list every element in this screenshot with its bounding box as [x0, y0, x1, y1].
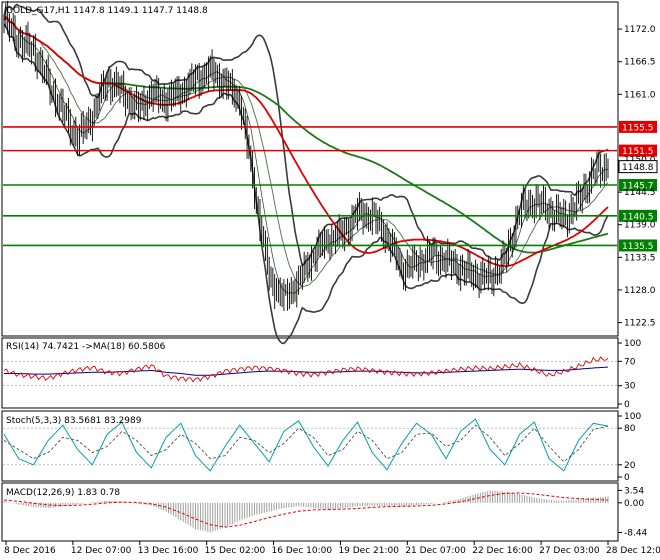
x-tick-label: 8 Dec 2016	[4, 546, 56, 556]
x-tick-label: 27 Dec 03:00	[539, 546, 600, 556]
x-tick-label: 15 Dec 02:00	[205, 546, 266, 556]
osc-tick-label: 100	[624, 339, 641, 349]
price-tick-label: 1133.5	[624, 253, 656, 263]
osc-tick-label: 70	[624, 357, 636, 367]
level-label-1140.5: 1140.5	[622, 212, 654, 222]
osc-tick-label: 20	[624, 461, 636, 471]
rsi-line	[3, 356, 609, 383]
stoch-plot	[3, 418, 617, 472]
x-tick-label: 21 Dec 07:00	[405, 546, 466, 556]
price-tick-label: 1139.0	[624, 221, 656, 231]
x-tick-label: 19 Dec 21:00	[338, 546, 399, 556]
level-box-1145.7	[619, 179, 657, 192]
price-plot: 1155.5 1151.5 1145.7 1140.5 1135.5	[3, 0, 657, 345]
osc-tick-label: -8.44	[624, 529, 648, 539]
level-label-1135.5: 1135.5	[622, 242, 654, 252]
rsi-ma-line	[4, 366, 609, 376]
level-label-1145.7: 1145.7	[622, 182, 654, 192]
macd-signal-line	[3, 492, 609, 528]
fast-ma-line	[3, 16, 609, 294]
level-label-1151.5: 1151.5	[622, 147, 654, 157]
x-tick-label: 12 Dec 07:00	[71, 546, 132, 556]
current-price-label: 1148.8	[622, 163, 654, 173]
price-panel-frame	[1, 1, 619, 337]
stoch-d-line	[3, 424, 609, 463]
stoch-panel-frame	[1, 410, 619, 482]
level-label-1155.5: 1155.5	[622, 123, 654, 133]
x-tick-label: 13 Dec 16:00	[138, 546, 199, 556]
price-tick-label: 1161.0	[624, 90, 656, 100]
osc-tick-label: 0.00	[624, 499, 644, 509]
osc-tick-label: 0	[624, 473, 630, 483]
price-title: GOLD_G17,H1 1147.8 1149.1 1147.7 1148.8	[6, 6, 208, 16]
price-tick-label: 1144.5	[624, 188, 656, 198]
rsi-plot	[3, 356, 617, 387]
bollinger-lower-line	[3, 23, 609, 345]
osc-tick-label: 80	[624, 424, 636, 434]
osc-tick-label: 0	[624, 400, 630, 410]
macd-title: MACD(12,26,9) 1.83 0.78	[6, 488, 120, 498]
rsi-title: RSI(14) 74.7421 ->MA(18) 60.5806	[6, 342, 166, 352]
ma-red-line	[3, 15, 609, 268]
level-box-1151.5	[619, 144, 657, 157]
price-tick-label: 1128.0	[624, 286, 656, 296]
price-tick-label: 1166.5	[624, 58, 656, 68]
osc-tick-label: 30	[624, 382, 636, 392]
level-box-1155.5	[619, 120, 657, 133]
bollinger-middle-line	[3, 16, 609, 288]
stoch-title: Stoch(5,3,3) 83.5681 83.2989	[6, 416, 142, 426]
current-price-box	[618, 160, 658, 174]
axes: 1172.0 1166.5 1161.0 1144.5 1139.0 1133.5 1128…	[4, 25, 660, 556]
osc-tick-label: 3.54	[624, 486, 644, 496]
rsi-panel-frame	[1, 337, 619, 409]
macd-panel-frame	[1, 482, 619, 542]
x-tick-label: 28 Dec 12:00	[606, 546, 660, 556]
macd-plot	[3, 490, 609, 533]
price-tick-label: 1172.0	[624, 25, 656, 35]
stoch-k-line	[3, 418, 609, 472]
x-tick-label: 16 Dec 10:00	[272, 546, 333, 556]
x-tick-label: 22 Dec 16:00	[472, 546, 533, 556]
price-tick-label: 1122.5	[624, 319, 656, 329]
level-box-1140.5	[619, 209, 657, 222]
level-box-1135.5	[619, 239, 657, 252]
osc-tick-label: 100	[624, 412, 641, 422]
